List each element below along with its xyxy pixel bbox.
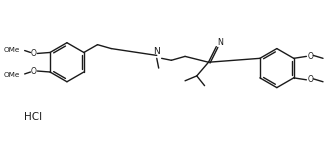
- Text: O: O: [31, 67, 36, 75]
- Text: HCl: HCl: [24, 112, 42, 122]
- Text: OMe: OMe: [3, 47, 20, 53]
- Text: O: O: [31, 49, 36, 58]
- Text: N: N: [154, 47, 160, 56]
- Text: OMe: OMe: [3, 72, 20, 78]
- Text: O: O: [307, 75, 313, 84]
- Text: O: O: [307, 52, 313, 61]
- Text: N: N: [217, 38, 223, 47]
